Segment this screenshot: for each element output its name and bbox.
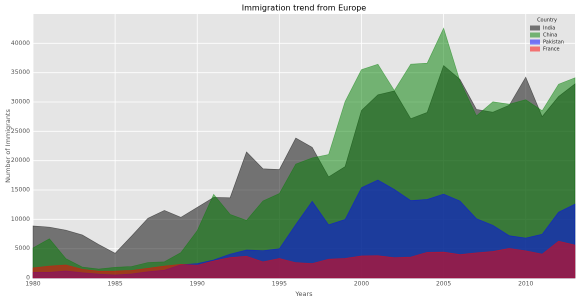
legend-title: Country	[537, 18, 557, 24]
y-tick-label: 30000	[11, 99, 30, 106]
area	[32, 240, 576, 279]
x-tick-label: 1985	[107, 281, 122, 288]
y-tick-label: 25000	[11, 128, 30, 135]
x-tick-label: 2010	[518, 281, 533, 288]
legend-label: India	[543, 26, 555, 32]
legend-label: China	[543, 33, 557, 39]
y-tick-label: 10000	[11, 216, 30, 223]
legend-swatch	[530, 46, 540, 52]
legend-label: Pakistan	[543, 40, 564, 46]
y-axis-label: Number of Immigrants	[4, 109, 12, 183]
legend-swatch	[530, 25, 540, 31]
legend-label: France	[543, 47, 560, 53]
x-tick-label: 1980	[25, 281, 40, 288]
y-tick-label: 0	[26, 275, 30, 282]
y-tick-label: 5000	[15, 245, 30, 252]
y-tick-label: 40000	[11, 40, 30, 47]
x-axis-label: Years	[294, 290, 313, 298]
x-tick-label: 1990	[190, 281, 205, 288]
y-tick-label: 35000	[11, 69, 30, 76]
x-tick-label: 2000	[354, 281, 369, 288]
legend-swatch	[530, 32, 540, 38]
x-tick-label: 1995	[272, 281, 287, 288]
x-tick-label: 2005	[436, 281, 451, 288]
chart-title: Immigration trend from Europe	[242, 4, 367, 13]
y-tick-label: 15000	[11, 187, 30, 194]
y-tick-label: 20000	[11, 157, 30, 164]
legend-swatch	[530, 39, 540, 45]
